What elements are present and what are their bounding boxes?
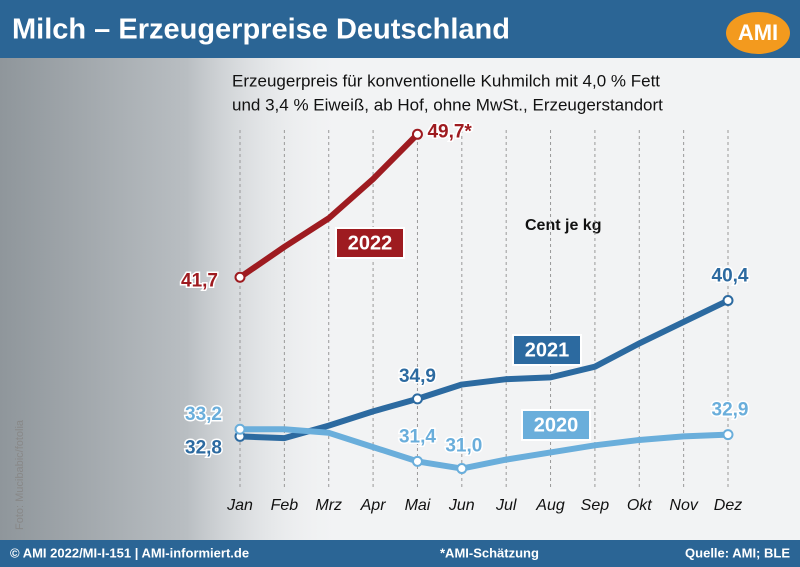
x-tick-label: Sep: [581, 497, 610, 514]
logo-badge: [726, 12, 790, 54]
point: [722, 295, 734, 307]
series-box: [521, 409, 591, 441]
x-tick-label: Dez: [714, 497, 742, 514]
point: [456, 463, 468, 475]
photo: [0, 55, 340, 540]
x-tick-label: Jan: [226, 497, 253, 514]
value-label: 31,0: [445, 436, 482, 457]
source: Quelle: AMI; BLE: [685, 545, 790, 560]
legend-label: 2021: [525, 339, 570, 361]
value-label: 33,2: [185, 404, 222, 425]
title: Milch – Erzeugerpreise Deutschland: [12, 14, 510, 46]
point: [411, 455, 423, 467]
footer-note: *AMI-Schätzung: [440, 545, 539, 560]
x-tick-label: Apr: [360, 497, 387, 514]
value-label: 41,7: [181, 270, 218, 291]
value-label: 49,7*: [427, 121, 472, 142]
value-label: 31,4: [399, 426, 436, 447]
line: [237, 297, 731, 442]
point: [234, 271, 246, 283]
footer-left: © AMI 2022/MI-I-151 | AMI-informiert.de: [10, 545, 249, 560]
photo-credit: Foto: Mucibabic/fotolia: [14, 419, 26, 530]
x-tick-label: Mai: [405, 497, 431, 514]
legend-label: 2020: [534, 414, 579, 436]
series-box: [335, 227, 405, 259]
point: [234, 423, 246, 435]
point: [411, 393, 423, 405]
header: [0, 0, 800, 58]
x-tick-label: Jun: [448, 497, 475, 514]
line: [237, 131, 421, 281]
legend-label: 2022: [348, 232, 393, 254]
x-tick-label: Aug: [535, 497, 565, 514]
point: [411, 128, 423, 140]
x-tick-label: Mrz: [315, 497, 342, 514]
line: [237, 426, 731, 472]
x-tick-label: Okt: [627, 497, 652, 514]
footer: [0, 540, 800, 567]
unit-label: Cent je kg: [525, 217, 601, 234]
subtitle: Erzeugerpreis für konventionelle Kuhmilc…: [232, 71, 660, 90]
logo: AMI: [738, 20, 778, 45]
series-box: [512, 334, 582, 366]
x-tick-label: Nov: [669, 497, 698, 514]
value-label: 32,9: [712, 400, 749, 421]
value-label: 34,9: [399, 366, 436, 387]
value-label: 32,8: [185, 437, 222, 458]
x-tick-label: Feb: [271, 497, 299, 514]
x-tick-label: Jul: [495, 497, 517, 514]
value-label: 40,4: [712, 266, 749, 287]
point: [722, 429, 734, 441]
subtitle: und 3,4 % Eiweiß, ab Hof, ohne MwSt., Er…: [232, 95, 663, 114]
